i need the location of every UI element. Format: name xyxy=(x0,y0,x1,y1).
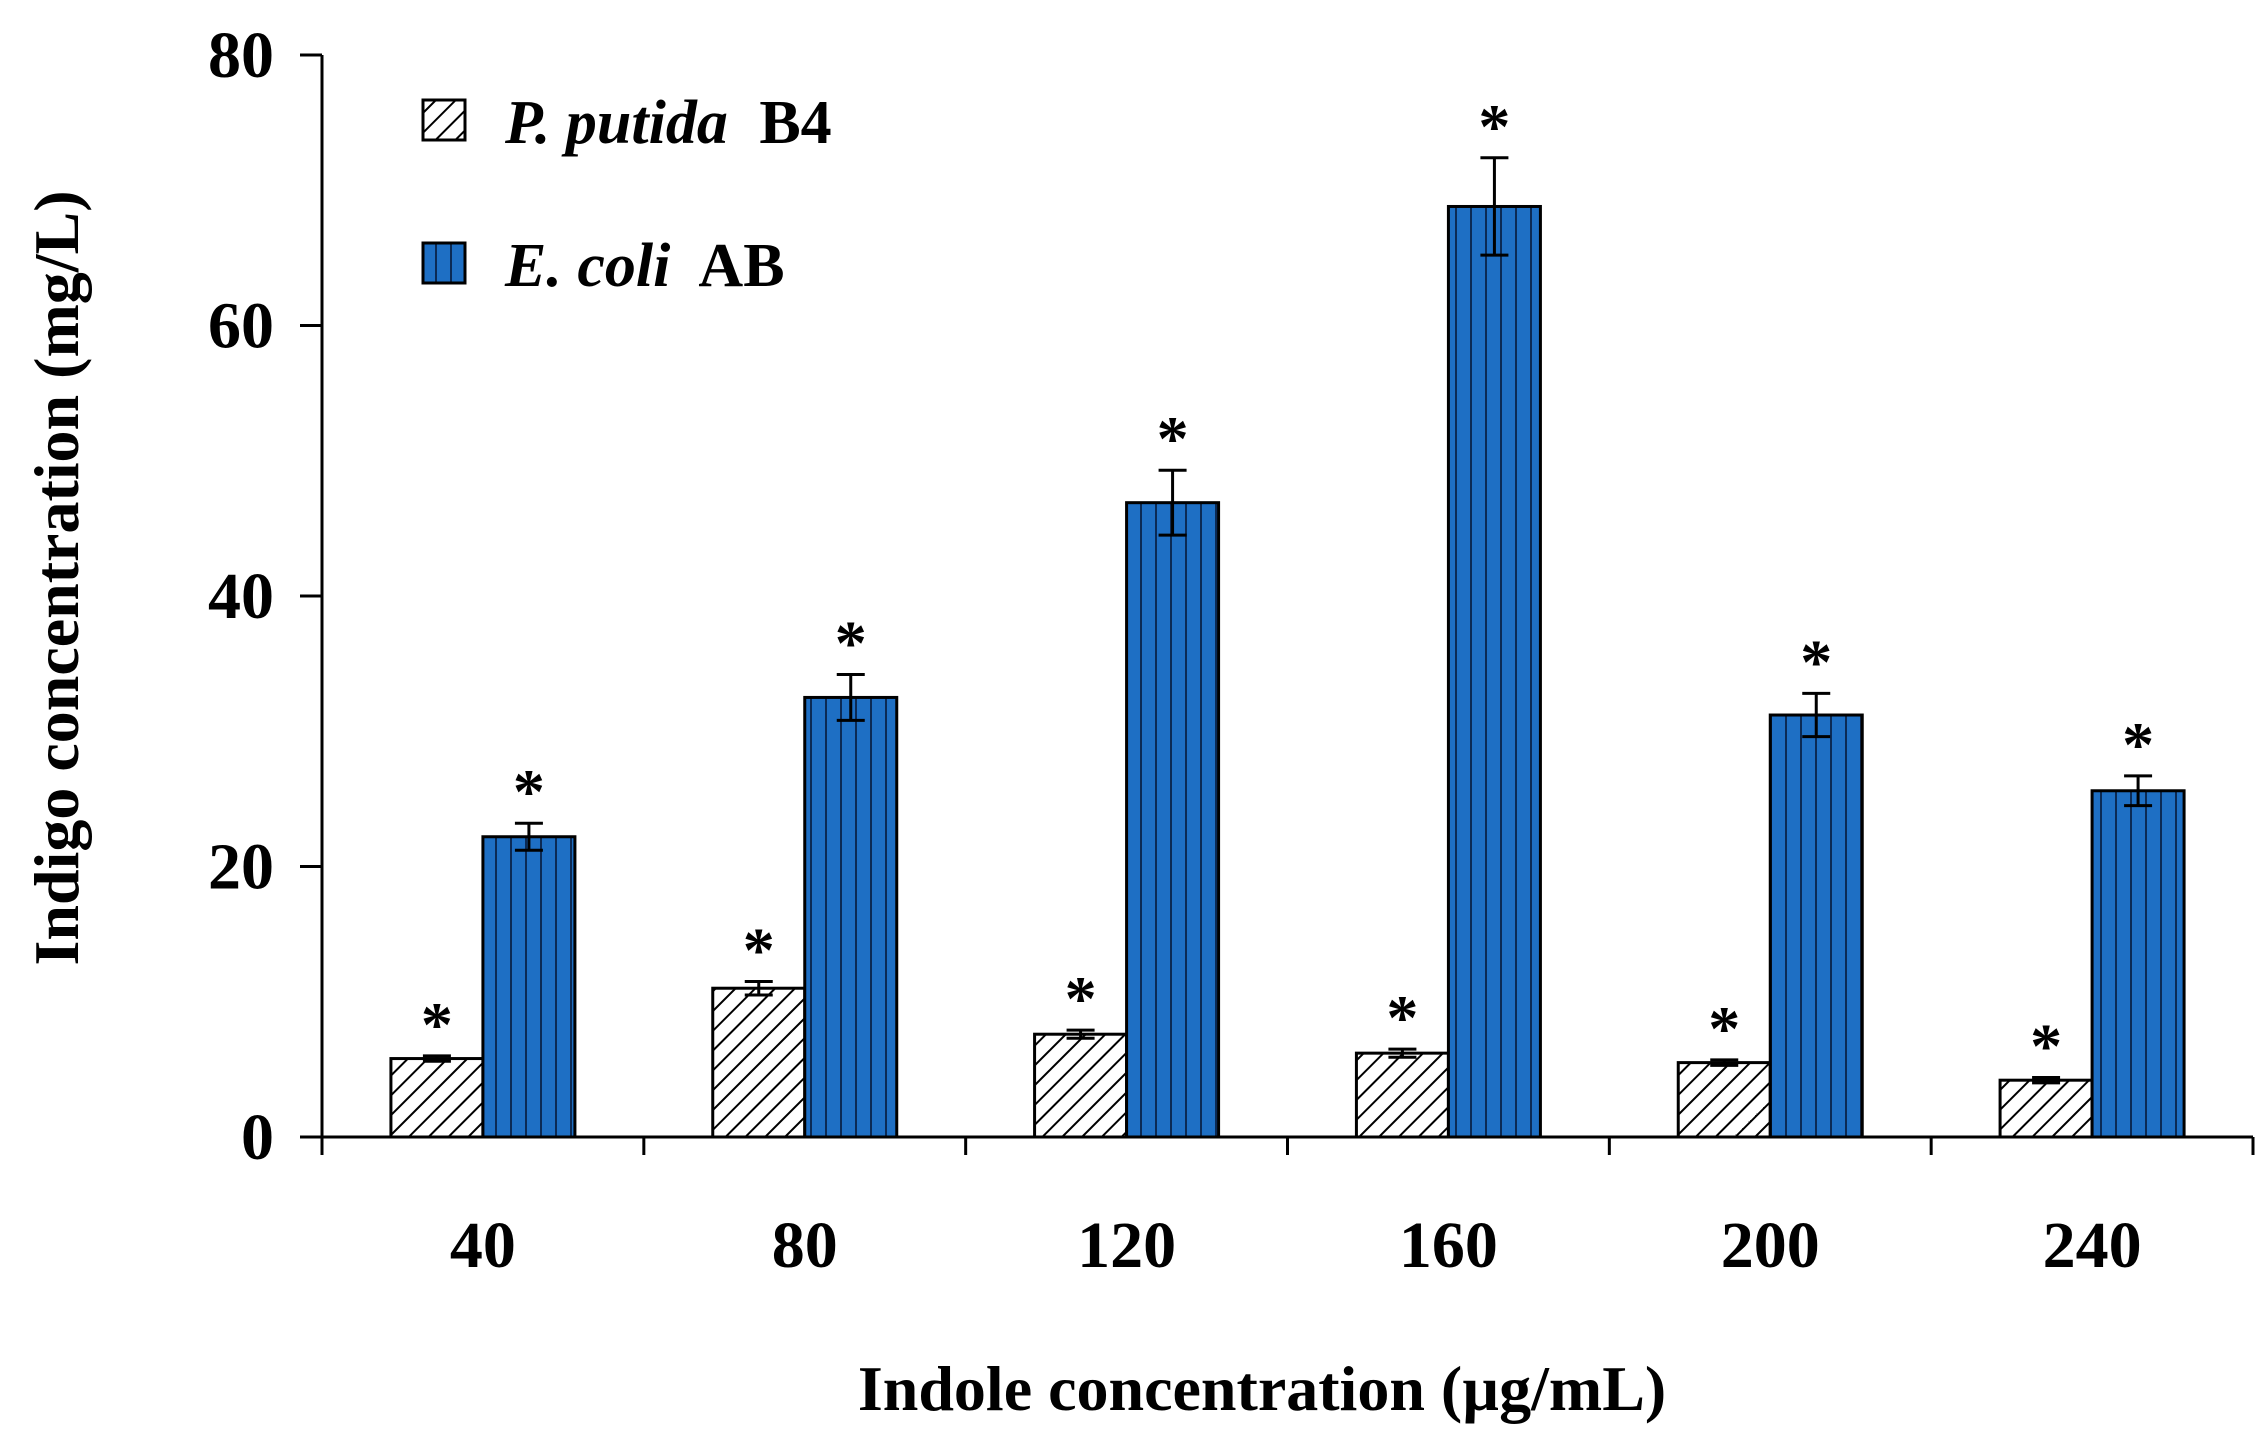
significance-marker: * xyxy=(1478,91,1510,162)
bar xyxy=(1998,1078,2094,1139)
bar xyxy=(803,695,899,1139)
bar xyxy=(1033,1032,1129,1139)
significance-marker: * xyxy=(2122,709,2154,780)
significance-marker: * xyxy=(513,756,545,827)
y-tick-label: 40 xyxy=(208,560,274,633)
legend: P. putida B4 E. coli AB xyxy=(421,89,832,300)
bar xyxy=(1676,1061,1772,1139)
y-axis-title: Indigo concentration (mg/L) xyxy=(21,190,92,965)
x-tick-label: 240 xyxy=(2043,1209,2142,1282)
x-tick-label: 200 xyxy=(1721,1209,1820,1282)
x-tick-label: 160 xyxy=(1399,1209,1498,1282)
bar xyxy=(1354,1051,1450,1139)
x-axis-title: Indole concentration (µg/mL) xyxy=(858,1353,1666,1424)
x-tick-label: 80 xyxy=(772,1209,838,1282)
bar xyxy=(481,835,577,1139)
significance-marker: * xyxy=(1065,963,1097,1034)
bar xyxy=(711,986,807,1139)
significance-marker: * xyxy=(835,607,867,678)
bar xyxy=(1446,204,1542,1139)
x-tick-label: 40 xyxy=(450,1209,516,1282)
legend-label-e-coli: E. coli AB xyxy=(504,232,785,300)
bar xyxy=(389,1057,485,1139)
bars: * * * * * * * * * * * * xyxy=(389,91,2186,1139)
y-tick-label: 20 xyxy=(208,831,274,904)
significance-marker: * xyxy=(1386,982,1418,1053)
legend-label-p-putida: P. putida B4 xyxy=(504,89,832,157)
y-tick-label: 60 xyxy=(208,290,274,363)
x-tick-label: 120 xyxy=(1077,1209,1176,1282)
bar xyxy=(1125,501,1221,1139)
significance-marker: * xyxy=(2030,1010,2062,1081)
y-tick-label: 80 xyxy=(208,19,274,92)
significance-marker: * xyxy=(1800,626,1832,697)
significance-marker: * xyxy=(421,989,453,1060)
significance-marker: * xyxy=(743,914,775,985)
bar xyxy=(1768,713,1864,1139)
bar xyxy=(2090,789,2186,1139)
legend-swatch-e-coli xyxy=(421,241,467,285)
y-tick-label: 0 xyxy=(241,1101,274,1174)
significance-marker: * xyxy=(1708,993,1740,1064)
significance-marker: * xyxy=(1157,403,1189,474)
legend-swatch-p-putida xyxy=(421,98,467,142)
axes: 0 20 40 60 80 40 80 120 160 200 240 xyxy=(208,19,2255,1282)
